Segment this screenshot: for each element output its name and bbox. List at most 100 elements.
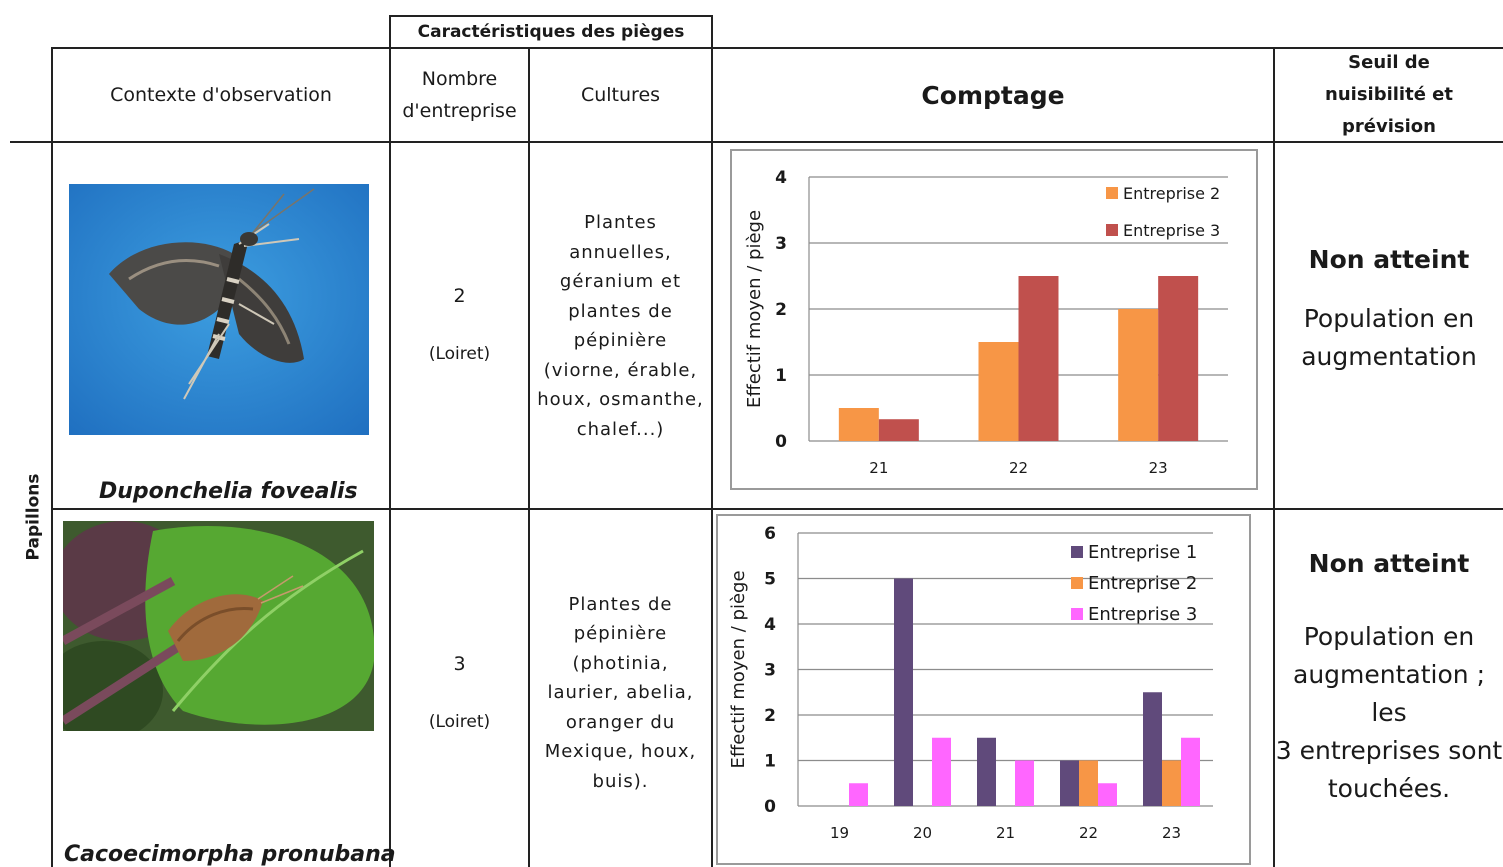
bar	[1143, 692, 1162, 806]
legend-label: Entreprise 3	[1123, 221, 1220, 240]
nombre-region: (Loiret)	[428, 711, 491, 732]
header-group-title: Caractéristiques des pièges	[391, 17, 711, 47]
cultures-line: (viorne, érable,	[543, 359, 698, 381]
cultures-cell: Plantes de pépinière (photinia, laurier,…	[530, 587, 711, 799]
x-tick-label: 21	[869, 459, 888, 477]
moth-photo-cacoecimorpha-image	[63, 521, 374, 731]
legend-swatch	[1071, 546, 1083, 558]
header-comptage: Comptage	[713, 49, 1273, 141]
seuil-title: Non atteint	[1308, 548, 1470, 578]
nombre-value: 2	[453, 285, 466, 307]
header-seuil-line1: Seuil de	[1348, 52, 1430, 73]
y-tick-label: 0	[775, 432, 787, 452]
chart-frame-1: 0 1 2 3 4 21 22 23 Effectif moyen / piège Entrepr…	[730, 149, 1258, 490]
y-tick-label: 0	[764, 797, 776, 817]
bar	[1098, 783, 1117, 806]
header-group-title-text: Caractéristiques des pièges	[417, 22, 685, 42]
header-comptage-text: Comptage	[921, 80, 1065, 110]
nombre-value: 3	[453, 652, 466, 675]
legend-swatch	[1071, 608, 1083, 620]
bar	[1118, 309, 1159, 441]
x-tick-label: 20	[913, 824, 932, 842]
y-tick-label: 2	[775, 300, 787, 320]
bar	[1181, 737, 1200, 806]
cultures-line: (photinia,	[572, 652, 669, 674]
bar	[838, 408, 879, 441]
bar	[1079, 760, 1098, 806]
header-cultures-text: Cultures	[580, 84, 661, 106]
seuil-title: Non atteint	[1308, 244, 1470, 274]
group-label-text: Papillons	[24, 473, 44, 561]
bar	[978, 342, 1019, 441]
legend-label: Entreprise 1	[1088, 542, 1197, 563]
cultures-line: buis).	[592, 770, 649, 792]
seuil-cell: Non atteint Population en augmentation ;…	[1275, 549, 1503, 803]
cultures-cell: Plantes annuelles, géranium et plantes d…	[530, 206, 711, 446]
y-axis-label: Effectif moyen / piège	[744, 210, 765, 408]
nombre-region: (Loiret)	[428, 344, 491, 364]
cultures-line: Plantes de	[568, 593, 673, 615]
y-tick-label: 1	[775, 366, 787, 386]
header-contexte-text: Contexte d'observation	[110, 84, 332, 106]
cultures-line: laurier, abelia,	[547, 682, 694, 704]
y-tick-label: 1	[764, 752, 776, 772]
bar	[878, 419, 919, 441]
species-name: Cacoecimorpha pronubana	[64, 842, 396, 867]
species-name: Duponchelia fovealis	[99, 479, 358, 504]
x-tick-label: 22	[1009, 459, 1028, 477]
header-seuil: Seuil de nuisibilité et prévision	[1275, 49, 1503, 141]
legend-label: Entreprise 2	[1088, 573, 1197, 594]
y-tick-label: 4	[775, 168, 787, 188]
seuil-cell: Non atteint Population en augmentation	[1275, 225, 1503, 395]
x-tick-label: 23	[1149, 459, 1168, 477]
seuil-line: 3 entreprises sont	[1275, 735, 1503, 765]
y-tick-label: 3	[764, 661, 776, 681]
bar	[894, 578, 913, 806]
bar	[977, 737, 996, 806]
seuil-line: touchées.	[1327, 773, 1451, 803]
cultures-line: Plantes	[584, 212, 657, 233]
header-seuil-line2: nuisibilité et prévision	[1325, 84, 1453, 137]
legend-swatch	[1106, 224, 1118, 236]
bar	[1162, 760, 1181, 806]
header-nombre-line2: d'entreprise	[402, 100, 517, 122]
y-tick-label: 5	[764, 570, 776, 590]
cultures-line: géranium et	[559, 271, 682, 292]
cultures-line: annuelles,	[569, 241, 672, 263]
cultures-line: Mexique, houx,	[544, 741, 697, 763]
y-tick-label: 4	[764, 615, 776, 635]
bar	[932, 737, 951, 806]
nombre-cell: 3 (Loiret)	[391, 645, 528, 740]
bar	[1158, 276, 1199, 441]
seuil-line: Population en	[1303, 303, 1475, 333]
bar	[1060, 760, 1079, 806]
cultures-line: pépinière	[573, 330, 668, 351]
header-nombre-line1: Nombre	[421, 68, 498, 90]
y-axis-label: Effectif moyen / piège	[728, 570, 749, 768]
legend-swatch	[1106, 187, 1118, 199]
x-tick-label: 23	[1162, 824, 1181, 842]
legend-swatch	[1071, 577, 1083, 589]
cultures-line: plantes de	[568, 300, 673, 322]
header-cultures: Cultures	[530, 49, 711, 141]
x-tick-label: 19	[830, 824, 849, 842]
y-tick-label: 2	[764, 706, 776, 726]
nombre-cell: 2 (Loiret)	[391, 280, 528, 370]
seuil-line: augmentation	[1301, 341, 1477, 371]
legend-label: Entreprise 2	[1123, 184, 1220, 203]
header-nombre: Nombre d'entreprise	[391, 49, 528, 141]
cultures-line: houx, osmanthe,	[537, 389, 704, 410]
chart-frame-2: 0 1 2 3 4 5 6 19 20 21 22 23 Effectif moyen / piège E…	[716, 514, 1251, 865]
moth-photo-duponchelia	[69, 184, 369, 435]
cultures-line: chalef...)	[576, 418, 665, 440]
cultures-line: oranger du	[565, 711, 676, 733]
legend-label: Entreprise 3	[1088, 604, 1197, 625]
header-contexte: Contexte d'observation	[53, 49, 389, 141]
moth-photo-duponchelia-image	[69, 184, 369, 435]
seuil-line: augmentation ; les	[1293, 659, 1485, 727]
seuil-line: Population en	[1303, 621, 1475, 651]
y-tick-label: 3	[775, 234, 787, 254]
bar	[1015, 760, 1034, 806]
